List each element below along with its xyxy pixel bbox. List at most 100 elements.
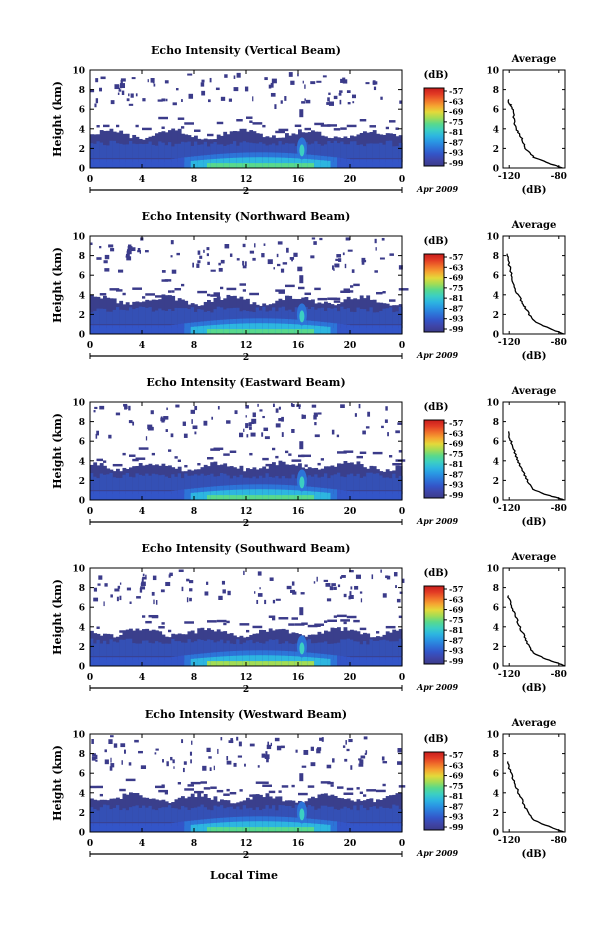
fragment-cell <box>210 294 220 297</box>
band-cell <box>259 642 263 657</box>
band-cell <box>223 808 228 823</box>
upper-echo <box>314 422 317 426</box>
band-cell <box>155 641 159 657</box>
band-cell <box>246 661 250 666</box>
panel-0: Echo Intensity (Vertical Beam)0246810Hei… <box>51 44 567 197</box>
x-tick-label: 20 <box>344 839 357 849</box>
upper-echo <box>236 736 239 741</box>
band-cell <box>158 808 163 823</box>
band-cell <box>304 661 309 666</box>
band-cell <box>181 157 185 168</box>
band-cell <box>151 809 156 823</box>
upper-echo <box>206 747 211 753</box>
upper-echo <box>359 591 363 594</box>
band-cell <box>281 163 286 168</box>
upper-echo <box>386 575 391 580</box>
band-cell <box>220 473 224 491</box>
band-cell <box>181 141 185 159</box>
band-cell <box>177 656 182 666</box>
band-cell <box>281 323 286 334</box>
band-cell <box>311 495 315 500</box>
band-cell <box>236 821 241 832</box>
band-cell <box>216 806 221 823</box>
band-cell <box>99 491 104 500</box>
upper-echo <box>242 260 244 266</box>
y-tick-label: 6 <box>79 106 85 116</box>
upper-echo <box>264 754 270 760</box>
fragment-cell <box>327 781 334 785</box>
upper-echo <box>272 599 276 604</box>
band-cell <box>239 329 244 334</box>
upper-echo <box>375 247 377 251</box>
band-cell <box>392 325 397 334</box>
upper-echo <box>262 415 265 419</box>
band-cell <box>324 641 328 657</box>
fragment-cell <box>249 120 253 123</box>
band-cell <box>158 823 163 832</box>
band-cell <box>220 639 224 657</box>
band-cell <box>93 808 98 823</box>
band-cell <box>151 643 156 657</box>
band-cell <box>317 823 322 832</box>
band-cell <box>278 163 283 168</box>
band-cell <box>275 145 280 159</box>
band-cell <box>187 475 192 491</box>
band-cell <box>187 309 192 325</box>
upper-echo <box>248 422 252 427</box>
band-cell <box>369 491 374 500</box>
avg-x-label: (dB) <box>522 185 547 196</box>
upper-echo <box>302 80 304 84</box>
echo-heatmap <box>90 237 409 334</box>
fragment-cell <box>369 125 376 128</box>
band-cell <box>125 144 130 159</box>
band-cell <box>285 827 289 832</box>
avg-y-tick-label: 6 <box>493 438 499 448</box>
band-cell <box>116 491 120 500</box>
upper-echo <box>249 426 252 430</box>
band-cell <box>239 655 244 666</box>
upper-echo <box>157 99 163 102</box>
y-tick-label: 0 <box>79 663 85 673</box>
band-cell <box>298 495 302 500</box>
fragment-cell <box>236 119 243 122</box>
colorbar-tick-label: -69 <box>449 439 464 449</box>
upper-echo <box>135 93 138 97</box>
upper-echo <box>310 746 314 751</box>
fragment-cell <box>320 458 324 461</box>
band-cell <box>233 141 237 159</box>
band-cell <box>382 823 387 832</box>
upper-echo <box>151 591 155 596</box>
upper-echo <box>266 757 269 763</box>
upper-echo <box>209 77 212 83</box>
band-cell <box>158 491 163 500</box>
upper-echo <box>373 86 377 91</box>
band-cell <box>236 329 241 334</box>
band-cell <box>255 495 260 500</box>
fragment-cell <box>314 122 324 126</box>
band-cell <box>99 308 104 325</box>
band-cell <box>125 491 130 500</box>
band-cell <box>285 478 289 491</box>
colorbar-label: (dB) <box>424 70 449 81</box>
band-cell <box>320 642 325 657</box>
band-cell <box>363 807 367 823</box>
upper-echo <box>333 586 337 590</box>
band-cell <box>392 491 397 500</box>
upper-echo <box>224 244 230 249</box>
x-tick-label: 12 <box>240 341 253 351</box>
avg-y-tick-label: 6 <box>493 272 499 282</box>
band-cell <box>252 476 257 491</box>
day-label: 2 <box>243 519 249 529</box>
panel-2: Echo Intensity (Eastward Beam)0246810Hei… <box>51 376 567 529</box>
upper-echo <box>372 80 376 85</box>
band-cell <box>353 476 358 491</box>
band-cell <box>216 306 221 325</box>
upper-echo <box>316 576 318 582</box>
upper-echo <box>170 255 173 258</box>
band-cell <box>96 308 101 325</box>
upper-echo <box>147 79 149 83</box>
x-tick-label: 16 <box>292 341 305 351</box>
fragment-cell <box>103 460 107 463</box>
fragment-cell <box>216 619 227 623</box>
band-cell <box>181 642 185 657</box>
